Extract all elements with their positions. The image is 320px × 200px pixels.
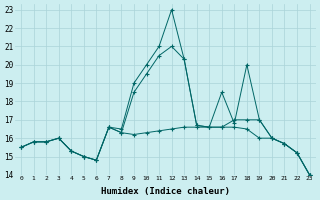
X-axis label: Humidex (Indice chaleur): Humidex (Indice chaleur) (101, 187, 230, 196)
